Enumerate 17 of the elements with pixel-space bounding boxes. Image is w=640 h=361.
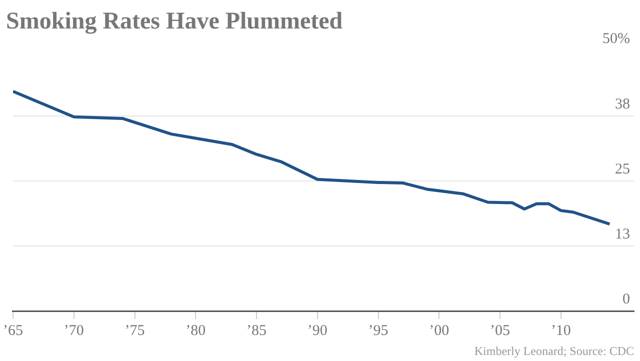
text: Kimberly Leonard; Source: CDC xyxy=(474,344,634,358)
y-tick-label: 25 xyxy=(615,161,630,178)
y-tick-label: 13 xyxy=(615,226,630,242)
x-tick-label: ’85 xyxy=(246,322,267,339)
x-tick-label: ’05 xyxy=(490,322,510,339)
chart-title: Smoking Rates Have Plummeted xyxy=(6,8,344,35)
x-tick-label: ’10 xyxy=(550,322,571,339)
y-tick-label: 38 xyxy=(615,96,630,112)
x-tick-label: ’00 xyxy=(429,322,450,339)
x-tick-label: ’65 xyxy=(3,322,23,339)
x-tick-label: ’75 xyxy=(124,322,145,339)
x-tick-label: ’95 xyxy=(368,322,388,339)
x-tick-label: ’80 xyxy=(186,322,206,339)
x-tick-label: ’70 xyxy=(64,322,84,339)
y-tick-label: 50% xyxy=(602,31,630,48)
x-tick-label: ’90 xyxy=(307,322,328,339)
y-tick-label: 0 xyxy=(622,291,630,308)
